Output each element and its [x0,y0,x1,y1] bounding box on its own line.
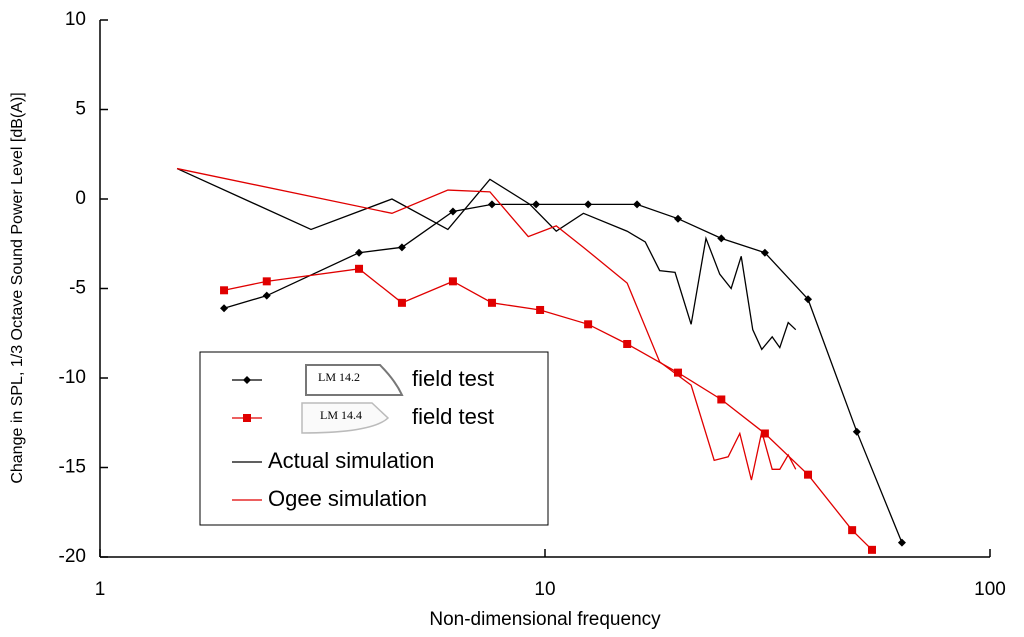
y-tick-label: -20 [59,546,86,567]
marker [397,298,406,307]
marker [448,207,457,216]
marker [220,304,229,313]
x-tick-label: 1 [95,579,106,600]
marker [487,298,496,307]
marker [623,339,632,348]
marker [673,368,682,377]
legend-icon-label: LM 14.4 [320,408,362,422]
marker [584,200,593,209]
legend-label: field test [412,404,494,429]
legend-label: field test [412,366,494,391]
legend-label: Actual simulation [268,448,434,473]
legend-icon-label: LM 14.2 [318,370,360,384]
marker [584,320,593,329]
marker [673,214,682,223]
legend-airfoil-icon [301,402,390,434]
marker [262,291,271,300]
marker [897,538,906,547]
y-tick-label: -15 [59,457,86,478]
x-tick-label: 10 [534,579,555,600]
y-tick-label: 10 [65,9,86,30]
y-axis-label: Change in SPL, 1/3 Octave Sound Power Le… [9,92,26,483]
marker [804,470,813,479]
marker [243,376,251,384]
marker [717,234,726,243]
marker [262,277,271,286]
marker [355,248,364,257]
marker [633,200,642,209]
y-tick-label: -5 [69,278,86,299]
marker [448,277,457,286]
marker [867,545,876,554]
y-tick-label: 5 [75,99,86,120]
marker [532,200,541,209]
series-line [176,167,797,481]
marker [536,305,545,314]
marker [717,395,726,404]
marker [848,526,857,535]
marker [804,295,813,304]
legend-label: Ogee simulation [268,486,427,511]
legend: LM 14.2 field test LM 14.4 field test Actual… [199,351,549,526]
y-tick-label: 0 [75,188,86,209]
marker [760,248,769,257]
marker [760,429,769,438]
series-line [176,167,797,351]
marker [852,427,861,436]
marker [220,286,229,295]
x-tick-label: 100 [974,579,1006,600]
marker [355,264,364,273]
y-tick-label: -10 [59,367,86,388]
marker [397,243,406,252]
x-axis-label: Non-dimensional frequency [429,609,661,630]
legend-airfoil-icon [305,364,404,396]
marker [487,200,496,209]
marker [243,414,251,422]
